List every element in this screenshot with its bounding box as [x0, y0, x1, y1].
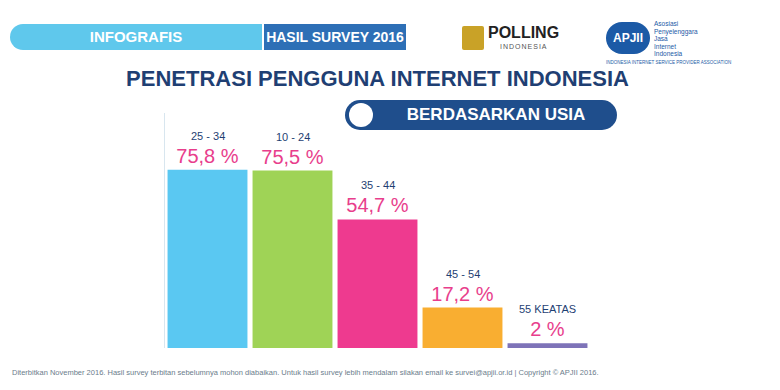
html-text:POLLING: POLLING [488, 24, 560, 41]
svg-text:75,8 %: 75,8 % [176, 145, 238, 167]
svg-text:45 - 54: 45 - 54 [446, 268, 480, 280]
html-text:APJII: APJII [613, 31, 643, 45]
html-text:HASIL SURVEY 2016: HASIL SURVEY 2016 [266, 29, 404, 45]
svg-text:55 KEATAS: 55 KEATAS [519, 303, 576, 315]
svg-text:17,2 %: 17,2 % [431, 283, 493, 305]
svg-text:25 - 34: 25 - 34 [191, 130, 225, 142]
html-text:INFOGRAFIS: INFOGRAFIS [89, 28, 183, 45]
svg-text:2 %: 2 % [530, 318, 565, 340]
html-text:Indonesia: Indonesia [654, 50, 683, 57]
html-text:INDONESIA INTERNET SERVICE PRO: INDONESIA INTERNET SERVICE PROVIDER ASSO… [606, 60, 732, 65]
html-text:BERDASARKAN USIA: BERDASARKAN USIA [406, 105, 586, 124]
svg-text:75,5 %: 75,5 % [261, 146, 323, 168]
svg-text:35 - 44: 35 - 44 [361, 179, 395, 191]
html-text:INDONESIA: INDONESIA [500, 43, 548, 50]
html-text:Jasa: Jasa [654, 35, 668, 42]
svg-text:10 - 24: 10 - 24 [276, 131, 310, 143]
svg-text:54,7 %: 54,7 % [346, 194, 408, 216]
html-text:Asosiasi: Asosiasi [654, 20, 679, 27]
svg-text:PENETRASI PENGGUNA INTERNET IN: PENETRASI PENGGUNA INTERNET INDONESIA [126, 66, 629, 91]
html-text:Diterbitkan November 2016. Has: Diterbitkan November 2016. Hasil survey … [12, 368, 599, 377]
html-text:Penyelenggara: Penyelenggara [654, 27, 698, 35]
html-text:Internet: Internet [654, 42, 676, 50]
